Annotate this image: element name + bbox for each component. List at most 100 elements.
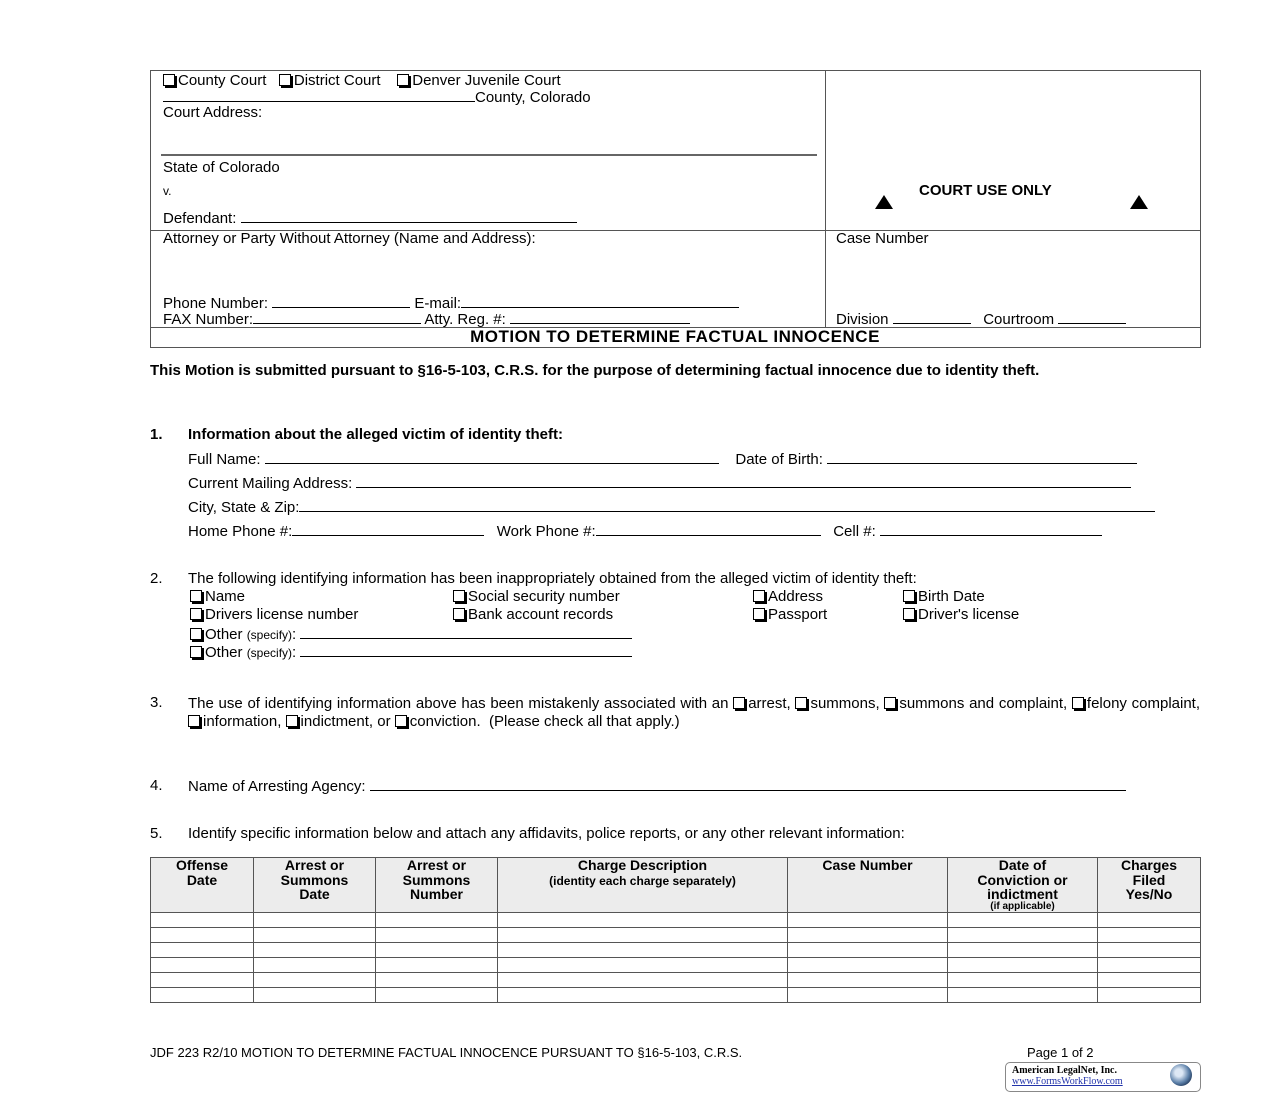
section3-text: The use of identifying information above…: [188, 695, 1201, 730]
globe-icon: [1170, 1064, 1192, 1086]
table-cell[interactable]: [497, 956, 788, 973]
section-number: 5.: [150, 825, 163, 842]
table-cell[interactable]: [787, 941, 948, 958]
table-cell[interactable]: [497, 971, 788, 988]
table-cell[interactable]: [150, 971, 254, 988]
county-label: County, Colorado: [475, 89, 591, 106]
table-cell[interactable]: [375, 986, 498, 1003]
conviction-checkbox[interactable]: conviction.: [394, 713, 481, 730]
arresting-agency-field[interactable]: [369, 778, 1126, 791]
county-field[interactable]: [163, 89, 475, 102]
table-cell[interactable]: [947, 971, 1098, 988]
table-cell[interactable]: [375, 971, 498, 988]
district-court-checkbox[interactable]: District Court: [278, 72, 381, 89]
table-cell[interactable]: [150, 926, 254, 943]
table-cell[interactable]: [150, 956, 254, 973]
option-other[interactable]: Other (specify):: [190, 644, 633, 661]
section-number: 1.: [150, 426, 163, 443]
option-drivers-license-number[interactable]: Drivers license number: [190, 607, 358, 623]
table-cell[interactable]: [947, 986, 1098, 1003]
city-field[interactable]: [299, 499, 1156, 512]
table-cell[interactable]: [1097, 971, 1201, 988]
table-cell[interactable]: [1097, 941, 1201, 958]
option-bank-records[interactable]: Bank account records: [453, 607, 613, 623]
table-cell[interactable]: [253, 956, 376, 973]
table-cell[interactable]: [1097, 911, 1201, 928]
table-cell[interactable]: [497, 926, 788, 943]
summons-complaint-checkbox[interactable]: summons and complaint,: [884, 695, 1067, 712]
table-cell[interactable]: [787, 926, 948, 943]
section1-heading: Information about the alleged victim of …: [188, 426, 564, 443]
table-cell[interactable]: [787, 956, 948, 973]
cell-field[interactable]: [879, 523, 1102, 536]
division-field[interactable]: [892, 311, 971, 324]
table-cell[interactable]: [1097, 926, 1201, 943]
work-phone-field[interactable]: [595, 523, 821, 536]
table-cell[interactable]: [253, 986, 376, 1003]
option-ssn[interactable]: Social security number: [453, 589, 620, 605]
table-cell[interactable]: [375, 941, 498, 958]
table-row: [150, 986, 1201, 1003]
atty-reg-label: Atty. Reg. #:: [424, 311, 506, 328]
table-row: [150, 911, 1201, 928]
table-cell[interactable]: [787, 911, 948, 928]
table-cell[interactable]: [787, 971, 948, 988]
phone-field[interactable]: [272, 295, 411, 308]
table-cell[interactable]: [375, 956, 498, 973]
caption-divider: [825, 70, 826, 328]
dob-field[interactable]: [827, 451, 1138, 464]
table-cell[interactable]: [150, 941, 254, 958]
table-cell[interactable]: [947, 911, 1098, 928]
option-passport[interactable]: Passport: [753, 607, 827, 623]
option-other[interactable]: Other (specify):: [190, 626, 633, 643]
atty-reg-field[interactable]: [509, 311, 690, 324]
table-cell[interactable]: [150, 911, 254, 928]
other-field[interactable]: [300, 626, 633, 639]
mailing-field[interactable]: [356, 475, 1132, 488]
header-charge-description: Charge Description (identity each charge …: [497, 857, 788, 913]
county-court-checkbox[interactable]: County Court: [163, 72, 266, 89]
option-birth-date[interactable]: Birth Date: [903, 589, 985, 605]
table-cell[interactable]: [497, 986, 788, 1003]
table-cell[interactable]: [1097, 986, 1201, 1003]
table-cell[interactable]: [150, 986, 254, 1003]
table-cell[interactable]: [497, 911, 788, 928]
table-cell[interactable]: [253, 911, 376, 928]
home-phone-field[interactable]: [292, 523, 485, 536]
summons-checkbox[interactable]: summons,: [795, 695, 880, 712]
table-cell[interactable]: [253, 971, 376, 988]
table-cell[interactable]: [787, 986, 948, 1003]
table-cell[interactable]: [947, 956, 1098, 973]
full-name-field[interactable]: [264, 451, 719, 464]
header-arrest-date: Arrest or Summons Date: [253, 857, 376, 913]
arrest-checkbox[interactable]: arrest,: [733, 695, 791, 712]
cell-label: Cell #:: [833, 523, 876, 540]
option-drivers-license[interactable]: Driver's license: [903, 607, 1019, 623]
triangle-icon: [875, 195, 893, 209]
table-cell[interactable]: [253, 926, 376, 943]
felony-complaint-checkbox[interactable]: felony complaint,: [1071, 695, 1200, 712]
denver-juvenile-checkbox[interactable]: Denver Juvenile Court: [397, 72, 561, 89]
table-cell[interactable]: [947, 926, 1098, 943]
table-cell[interactable]: [1097, 956, 1201, 973]
table-row: [150, 956, 1201, 973]
indictment-checkbox[interactable]: indictment, or: [285, 713, 391, 730]
table-cell[interactable]: [497, 941, 788, 958]
american-legalnet-logo: American LegalNet, Inc. www.FormsWorkFlo…: [1005, 1062, 1201, 1092]
information-checkbox[interactable]: information,: [188, 713, 281, 730]
defendant-field[interactable]: [240, 210, 577, 223]
section5-text: Identify specific information below and …: [188, 825, 905, 842]
logo-link[interactable]: www.FormsWorkFlow.com: [1012, 1076, 1123, 1087]
other-field[interactable]: [300, 644, 633, 657]
table-cell[interactable]: [375, 926, 498, 943]
email-field[interactable]: [461, 295, 740, 308]
fax-field[interactable]: [253, 311, 422, 324]
option-name[interactable]: Name: [190, 589, 245, 605]
table-cell[interactable]: [947, 941, 1098, 958]
header-arrest-number: Arrest or Summons Number: [375, 857, 498, 913]
arresting-agency-label: Name of Arresting Agency:: [188, 778, 366, 795]
table-cell[interactable]: [375, 911, 498, 928]
table-cell[interactable]: [253, 941, 376, 958]
courtroom-field[interactable]: [1058, 311, 1127, 324]
option-address[interactable]: Address: [753, 589, 823, 605]
